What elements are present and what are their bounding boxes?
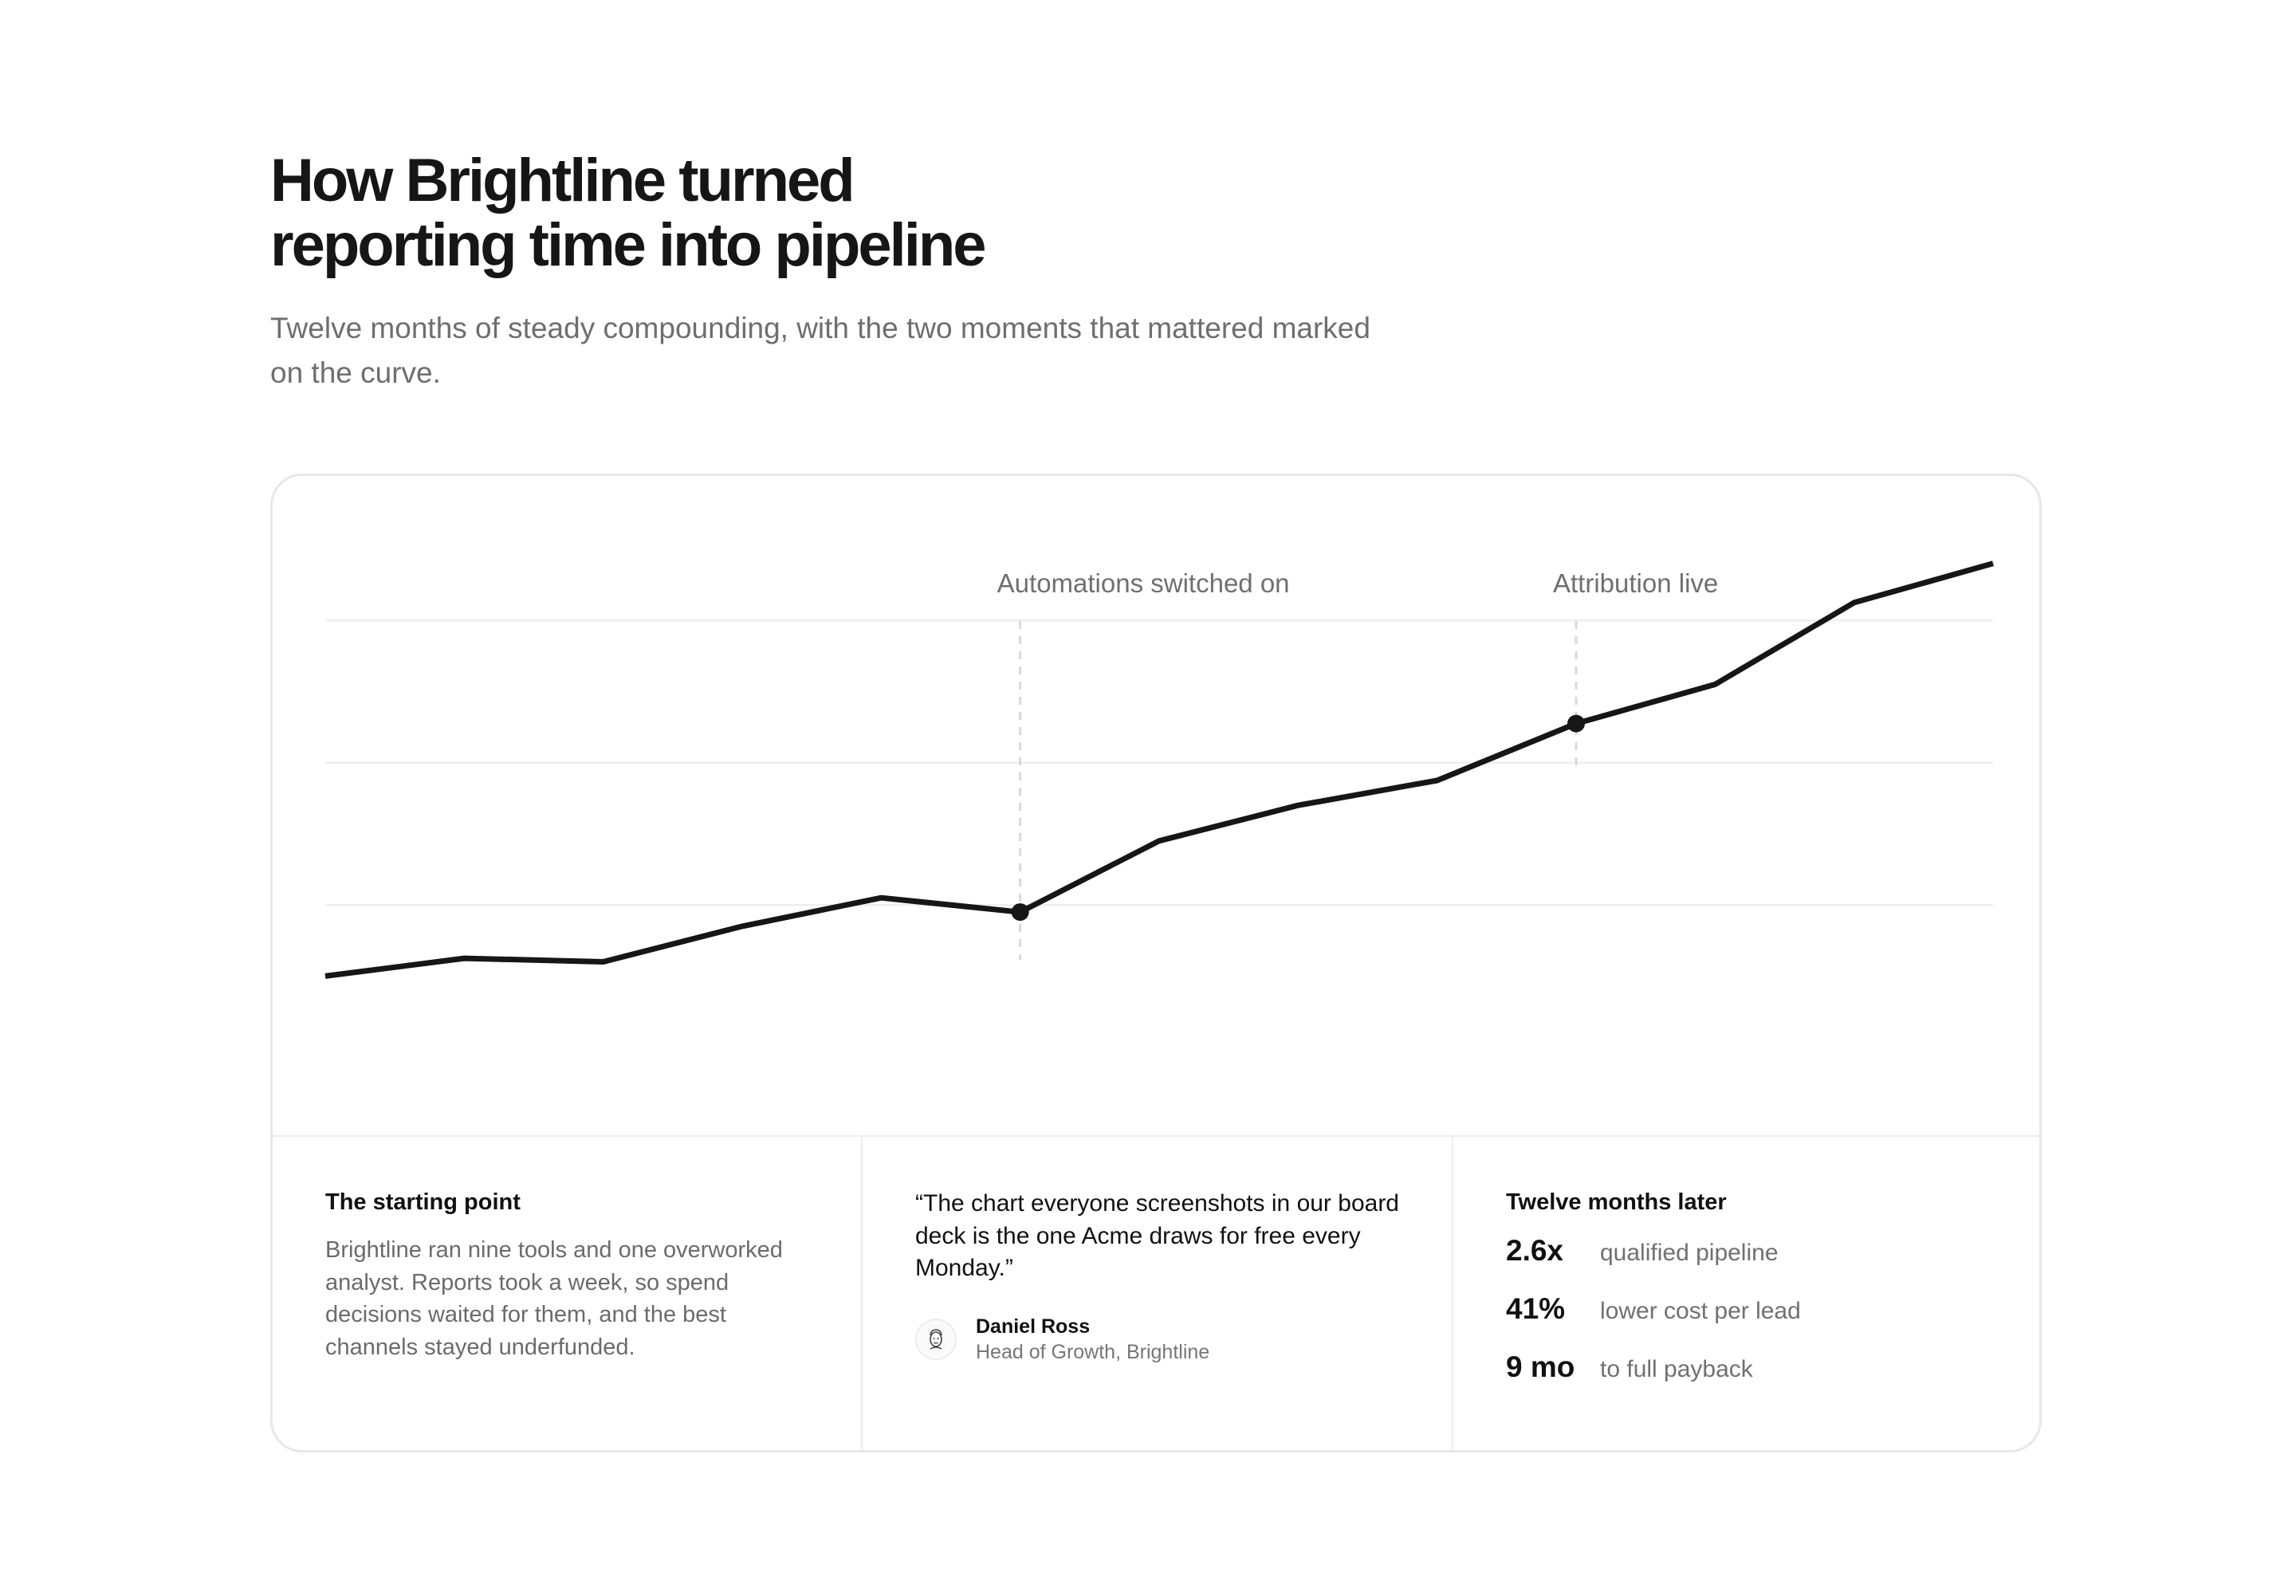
gridlines [325,619,1993,906]
series-line [324,560,1994,979]
starting-point-title: The starting point [325,1189,521,1215]
testimonial-author: Daniel Ross Head of Growth, Brightline [915,1314,1399,1365]
series-line-path [324,560,1994,979]
page-title-line-2: reporting time into pipeline [270,211,987,279]
starting-point-body: Brightline ran nine tools and one overwo… [325,1237,783,1360]
card-footer: The starting point Brightline ran nine t… [273,1135,2039,1450]
case-study-card: Automations switched on Attribution live … [270,474,2042,1453]
author-name: Daniel Ross [976,1315,1091,1338]
page-title-line-1: How Brightline turned [270,147,855,214]
page-title: How Brightline turned reporting time int… [270,148,1227,277]
stat-label: to full payback [1600,1356,1753,1382]
stat-value: 9 mo [1506,1350,1575,1383]
page-subtitle: Twelve months of steady compounding, wit… [270,312,1370,389]
stat-label: lower cost per lead [1600,1298,1801,1324]
event-marker-dot [1011,903,1029,922]
results-section: Twelve months later 2.6x qualified pipel… [1453,1137,2039,1450]
event-marker-dot [1567,714,1585,733]
stat-value: 2.6x [1506,1234,1564,1267]
event-annotations: Automations switched on Attribution live [997,568,1718,961]
stat-label: qualified pipeline [1600,1240,1779,1266]
stat-row: 41% lower cost per lead [1506,1292,1987,1336]
author-info: Daniel Ross Head of Growth, Brightline [976,1314,1209,1365]
testimonial-section: “The chart everyone screenshots in our b… [863,1137,1453,1450]
testimonial-quote: “The chart everyone screenshots in our b… [915,1190,1399,1281]
author-role: Head of Growth, Brightline [976,1340,1210,1363]
results-title: Twelve months later [1506,1189,1727,1215]
event-markers [1011,714,1585,922]
pipeline-line-chart: Automations switched on Attribution live [324,560,1994,979]
stat-row: 9 mo to full payback [1506,1350,1987,1394]
person-face-icon [915,1318,957,1360]
starting-point-section: The starting point Brightline ran nine t… [273,1137,863,1450]
stat-value: 41% [1506,1292,1566,1325]
stat-row: 2.6x qualified pipeline [1506,1234,1987,1278]
annotation-label: Attribution live [1553,568,1718,598]
annotation-label: Automations switched on [997,568,1290,598]
